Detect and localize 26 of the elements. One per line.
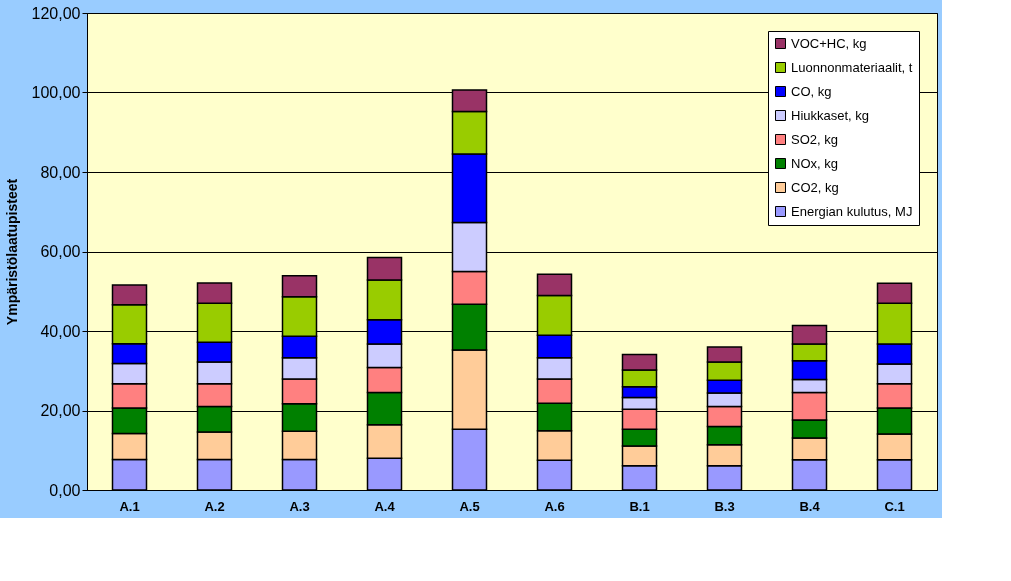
legend-label: Energian kulutus, MJ <box>791 203 913 219</box>
y-tick-label: 80,00 <box>40 163 81 181</box>
x-tick-label: A.2 <box>204 498 225 514</box>
x-tick-label: A.6 <box>544 498 565 514</box>
y-tick-label: 20,00 <box>40 402 81 419</box>
y-tick-label: 0,00 <box>49 481 81 499</box>
x-tick-label: B.3 <box>714 498 735 514</box>
x-tick-label: A.3 <box>289 498 310 514</box>
legend-label: CO, kg <box>791 83 832 99</box>
x-tick-label: A.4 <box>374 498 396 514</box>
legend-label: VOC+HC, kg <box>791 35 867 51</box>
legend-label: NOx, kg <box>791 155 838 171</box>
y-tick-label: 60,00 <box>40 243 81 260</box>
x-tick-label: C.1 <box>884 498 905 514</box>
x-tick-label: A.1 <box>119 498 140 514</box>
legend-label: Hiukkaset, kg <box>791 107 870 123</box>
x-tick-label: B.4 <box>799 498 821 514</box>
legend-label: Luonnonmateriaalit, t <box>791 59 913 75</box>
y-axis-title: Ympäristölaatupisteet <box>3 178 20 326</box>
legend-label: CO2, kg <box>791 179 839 195</box>
y-tick-label: 100,00 <box>31 84 81 101</box>
y-tick-label: 120,00 <box>31 4 81 22</box>
y-tick-label: 40,00 <box>40 322 81 340</box>
legend-label: SO2, kg <box>791 131 838 147</box>
x-tick-label: B.1 <box>629 498 650 514</box>
x-tick-label: A.5 <box>459 498 480 514</box>
